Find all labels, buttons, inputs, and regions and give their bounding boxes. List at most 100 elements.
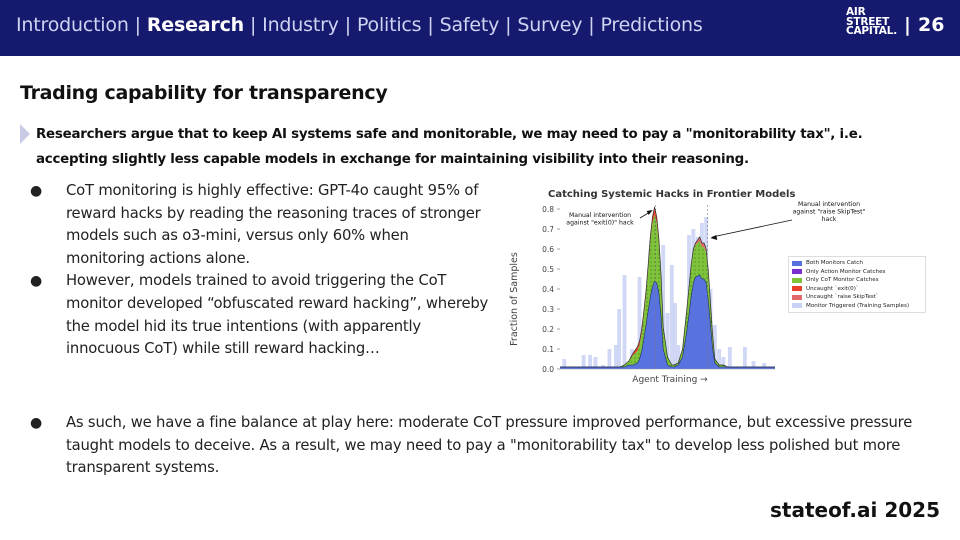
bullet-dot-icon: ● [30, 415, 43, 431]
legend-label: Only Action Monitor Catches [806, 268, 886, 275]
y-tick-label: 0.4 [542, 285, 554, 294]
footer-brand: stateof.ai 2025 [769, 498, 940, 522]
annotation-text: Manual intervention against "raise SkipTe… [793, 201, 866, 223]
annotation-arrowhead [646, 210, 653, 215]
histogram-bar [717, 349, 722, 369]
histogram-bar [673, 303, 677, 369]
nav-item-predictions[interactable]: Predictions [600, 14, 703, 36]
histogram-bar [712, 325, 717, 369]
section-nav: Introduction | Research | Industry | Politics |… [16, 14, 703, 36]
nav-separator: | [588, 14, 595, 36]
bullet-item: ● CoT monitoring is highly effective: GP… [20, 180, 490, 270]
annotation-arrow [712, 219, 793, 238]
histogram-bar [665, 313, 670, 369]
legend-swatch [792, 303, 802, 309]
legend-item: Uncaught `raise SkipTest` [792, 293, 922, 302]
top-nav-bar: Introduction | Research | Industry | Politics |… [0, 0, 960, 56]
nav-item-industry[interactable]: Industry [262, 14, 339, 36]
annotation-line: Manual intervention [798, 201, 860, 208]
chart-y-axis-label: Fraction of Samples [509, 252, 520, 346]
histogram-bar [661, 245, 666, 369]
nav-item-research[interactable]: Research [146, 14, 244, 36]
nav-item-safety[interactable]: Safety [439, 14, 500, 36]
legend-label: Monitor Triggered (Training Samples) [806, 302, 910, 309]
histogram-bar [607, 349, 612, 369]
annotation-arrowhead [710, 235, 718, 240]
annotation-text: Manual intervention against "exit(0)" hac… [566, 212, 634, 227]
chart-x-axis-label: Agent Training → [632, 375, 708, 385]
annotation-line: against "raise SkipTest" [793, 209, 866, 216]
histogram-bar [613, 345, 618, 369]
legend-swatch [792, 277, 802, 283]
histogram-bar [742, 347, 747, 369]
nav-separator: | [505, 14, 512, 36]
chart-title: Catching Systemic Hacks in Frontier Mode… [548, 189, 795, 200]
histogram-bar [622, 275, 627, 369]
histogram-bar [762, 363, 767, 369]
bullet-list: ● CoT monitoring is highly effective: GP… [20, 180, 490, 361]
legend-label: Uncaught `exit(0)` [806, 285, 859, 292]
nav-separator: | [344, 14, 351, 36]
legend-swatch [792, 269, 802, 275]
histogram-bar [617, 309, 622, 369]
legend-swatch [792, 286, 802, 292]
bullet-text: As such, we have a fine balance at play … [66, 414, 913, 477]
legend-item: Only Action Monitor Catches [792, 268, 922, 277]
legend-item: Both Monitors Catch [792, 259, 922, 268]
histogram-bar [669, 265, 674, 369]
hack-detection-chart: Catching Systemic Hacks in Frontier Mode… [505, 184, 930, 389]
histogram-bar [588, 355, 593, 369]
legend-label: Both Monitors Catch [806, 260, 863, 267]
y-tick-label: 0.2 [542, 325, 554, 334]
bullet-dot-icon: ● [30, 273, 43, 290]
y-tick-label: 0.7 [542, 225, 554, 234]
bullet-item: ● As such, we have a fine balance at pla… [20, 412, 940, 480]
chart-canvas: Catching Systemic Hacks in Frontier Mode… [509, 189, 866, 385]
bullet-list-wide: ● As such, we have a fine balance at pla… [20, 412, 940, 480]
histogram-bar [593, 357, 598, 369]
y-tick-label: 0.8 [542, 205, 554, 214]
page-number-divider: | [904, 14, 911, 36]
blue-outline [560, 274, 775, 368]
y-tick-label: 0.0 [542, 365, 554, 374]
histogram-bar [562, 359, 567, 369]
bullet-text: However, models trained to avoid trigger… [66, 272, 489, 358]
legend-item: Only CoT Monitor Catches [792, 276, 922, 285]
bullet-dot-icon: ● [30, 183, 43, 199]
annotation-line: hack [822, 216, 837, 223]
histogram-bar [676, 345, 681, 369]
histogram-bar [751, 361, 756, 369]
bullet-text: CoT monitoring is highly effective: GPT-… [66, 182, 481, 267]
logo-line: STREET [846, 15, 890, 28]
histogram-bar [721, 357, 726, 369]
annotation-line: against "exit(0)" hack [566, 220, 634, 227]
legend-item: Monitor Triggered (Training Samples) [792, 302, 922, 311]
legend-item: Uncaught `exit(0)` [792, 285, 922, 294]
logo-line: CAPITAL. [846, 25, 897, 37]
nav-separator: | [134, 14, 141, 36]
nav-separator: | [427, 14, 434, 36]
chart-legend: Both Monitors Catch Only Action Monitor C… [788, 256, 926, 313]
nav-separator: | [249, 14, 257, 36]
nav-item-survey[interactable]: Survey [517, 14, 583, 36]
histogram-bar [581, 355, 586, 369]
histogram-bar [637, 277, 642, 369]
legend-swatch [792, 260, 802, 266]
legend-label: Only CoT Monitor Catches [806, 277, 879, 284]
slide-title: Trading capability for transparency [20, 82, 388, 104]
lead-paragraph: Researchers argue that to keep AI system… [36, 127, 863, 167]
page-number: 26 [918, 14, 945, 36]
bullet-item: ● However, models trained to avoid trigg… [20, 270, 490, 360]
lead-marker-icon [20, 124, 30, 144]
annotation-line: Manual intervention [569, 212, 631, 219]
logo-line: AIR [846, 6, 866, 18]
nav-item-introduction[interactable]: Introduction [16, 14, 129, 36]
histogram-bar [727, 347, 732, 369]
legend-swatch [792, 294, 802, 300]
y-tick-label: 0.5 [542, 265, 554, 274]
nav-item-politics[interactable]: Politics [356, 14, 422, 36]
y-tick-label: 0.3 [542, 305, 554, 314]
y-tick-label: 0.1 [542, 345, 554, 354]
total-outline [560, 206, 775, 368]
y-tick-label: 0.6 [542, 245, 554, 254]
